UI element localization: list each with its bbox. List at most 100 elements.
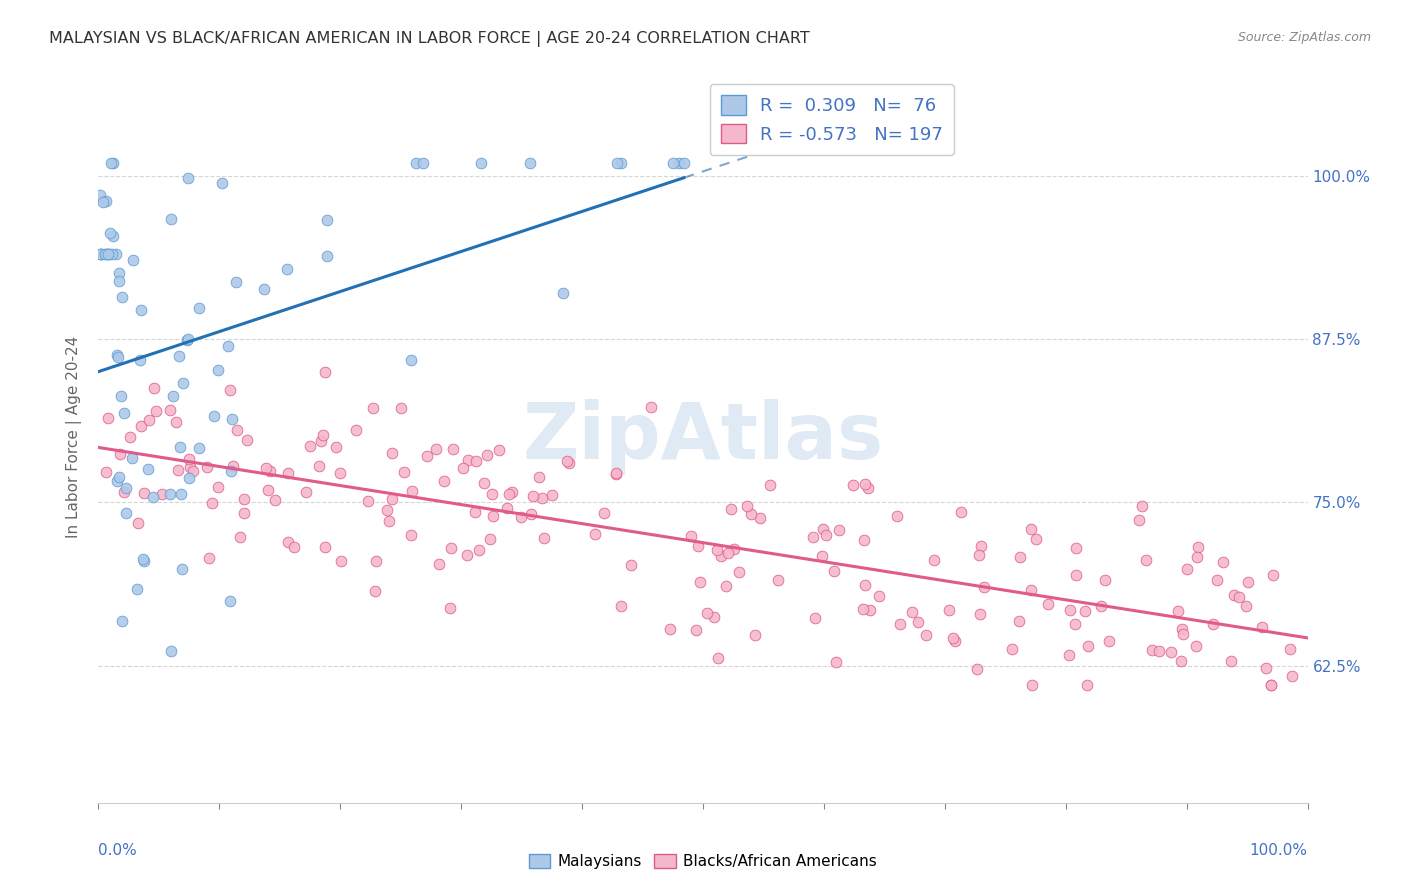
Point [468, 543, 491, 558]
Point [433, 474, 456, 488]
Point [131, 552, 153, 566]
Point [202, 409, 225, 424]
Point [221, 412, 243, 426]
Point [115, 507, 138, 521]
Point [1237, 575, 1260, 590]
Point [392, 466, 415, 480]
Point [276, 262, 298, 277]
Text: 0.0%: 0.0% [98, 843, 138, 858]
Point [853, 476, 876, 491]
Point [314, 365, 336, 379]
Point [316, 212, 339, 227]
Point [501, 484, 523, 499]
Point [425, 442, 447, 456]
Point [89, 247, 111, 261]
Point [475, 449, 498, 463]
Point [325, 440, 347, 454]
Point [558, 456, 581, 470]
Point [583, 527, 606, 541]
Point [1064, 616, 1087, 631]
Point [1076, 678, 1098, 692]
Point [225, 275, 247, 289]
Point [679, 529, 702, 543]
Point [308, 458, 330, 473]
Point [177, 170, 200, 185]
Point [207, 363, 229, 377]
Point [98, 227, 121, 241]
Point [533, 531, 555, 545]
Point [938, 603, 960, 617]
Point [160, 212, 183, 227]
Point [129, 353, 152, 368]
Point [94, 194, 117, 208]
Point [111, 289, 134, 303]
Point [115, 481, 138, 495]
Point [329, 553, 352, 567]
Point [710, 549, 733, 563]
Point [966, 662, 988, 676]
Point [277, 535, 299, 549]
Legend: Malaysians, Blacks/African Americans: Malaysians, Blacks/African Americans [523, 848, 883, 875]
Point [1130, 500, 1153, 514]
Point [211, 176, 233, 190]
Point [90, 247, 112, 261]
Point [610, 599, 633, 613]
Point [825, 656, 848, 670]
Point [1094, 574, 1116, 588]
Point [195, 460, 218, 475]
Point [967, 548, 990, 562]
Y-axis label: In Labor Force | Age 20-24: In Labor Force | Age 20-24 [66, 336, 83, 538]
Point [277, 467, 299, 481]
Point [108, 274, 131, 288]
Point [464, 506, 486, 520]
Point [1073, 604, 1095, 618]
Point [309, 434, 332, 448]
Point [104, 247, 127, 261]
Point [803, 530, 825, 544]
Point [312, 427, 335, 442]
Point [101, 247, 124, 261]
Point [823, 564, 845, 578]
Point [969, 607, 991, 622]
Point [1185, 549, 1208, 564]
Point [150, 487, 173, 501]
Point [177, 471, 200, 485]
Point [236, 433, 259, 447]
Point [233, 491, 256, 506]
Point [519, 155, 541, 169]
Point [217, 339, 239, 353]
Point [496, 501, 519, 516]
Point [1251, 620, 1274, 634]
Point [551, 286, 574, 301]
Point [96, 247, 118, 261]
Point [120, 430, 142, 444]
Point [886, 509, 908, 524]
Point [299, 439, 322, 453]
Point [841, 478, 863, 492]
Point [219, 464, 242, 478]
Point [531, 491, 554, 505]
Point [159, 403, 181, 417]
Point [105, 348, 128, 362]
Point [375, 503, 398, 517]
Point [942, 631, 965, 645]
Point [605, 466, 627, 480]
Point [1212, 555, 1234, 569]
Point [1077, 640, 1099, 654]
Point [121, 252, 143, 267]
Point [723, 542, 745, 557]
Point [97, 247, 120, 261]
Point [900, 605, 922, 619]
Point [606, 155, 628, 169]
Point [1260, 678, 1282, 692]
Point [1223, 589, 1246, 603]
Point [378, 514, 401, 528]
Point [112, 406, 135, 420]
Point [176, 333, 198, 347]
Point [97, 247, 120, 261]
Point [1227, 590, 1250, 604]
Point [1025, 532, 1047, 546]
Point [129, 302, 152, 317]
Point [172, 376, 194, 391]
Point [1142, 642, 1164, 657]
